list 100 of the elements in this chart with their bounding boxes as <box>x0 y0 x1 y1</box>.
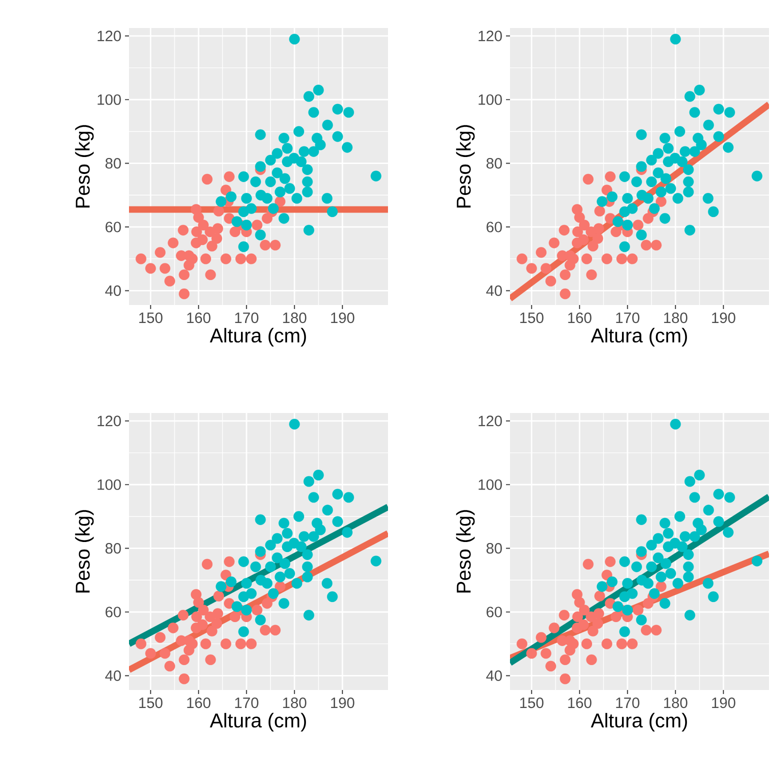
point <box>303 224 314 236</box>
point <box>703 504 714 516</box>
y-tick-label: 80 <box>486 158 502 169</box>
point <box>308 492 320 503</box>
y-tick-label: 60 <box>486 222 502 232</box>
point <box>216 196 226 207</box>
point <box>684 91 696 102</box>
point <box>606 191 618 202</box>
point <box>646 540 657 550</box>
point <box>190 589 202 600</box>
point <box>594 590 606 602</box>
point <box>238 171 249 182</box>
point <box>592 233 604 244</box>
point <box>516 253 528 264</box>
point <box>272 148 283 159</box>
point <box>689 531 700 542</box>
point <box>284 568 296 579</box>
point <box>724 107 736 118</box>
x-tick-label: 150 <box>520 312 544 324</box>
point <box>255 230 266 240</box>
point <box>646 154 657 166</box>
point <box>612 216 624 227</box>
point <box>197 619 208 630</box>
point <box>626 203 638 214</box>
point <box>674 511 686 522</box>
point <box>526 648 537 659</box>
point <box>255 546 266 557</box>
point <box>226 191 237 202</box>
point <box>683 572 694 582</box>
x-tick-label: 180 <box>283 698 306 708</box>
point <box>332 131 343 142</box>
point <box>713 488 724 500</box>
point <box>660 173 672 184</box>
point <box>327 591 338 602</box>
point <box>672 578 684 589</box>
point <box>586 226 596 238</box>
x-tick-label: 160 <box>568 312 592 324</box>
y-tick-label: 80 <box>106 543 121 554</box>
x-tick-label: 150 <box>139 698 162 708</box>
point <box>168 622 178 634</box>
point <box>703 120 714 130</box>
point <box>308 146 320 157</box>
point <box>168 238 178 248</box>
point <box>683 164 694 176</box>
point <box>722 142 734 153</box>
point <box>560 673 571 684</box>
point <box>302 186 313 198</box>
point <box>220 638 232 650</box>
point <box>226 576 237 588</box>
point <box>216 581 226 592</box>
point <box>343 492 354 503</box>
point <box>232 601 242 612</box>
point <box>280 558 290 569</box>
point <box>198 220 209 230</box>
point <box>752 556 762 566</box>
point <box>145 263 156 274</box>
point <box>578 604 590 616</box>
point <box>660 598 670 609</box>
x-axis-title: Altura (cm) <box>590 328 687 346</box>
y-tick-label: 60 <box>106 222 121 232</box>
point <box>265 154 276 166</box>
point <box>241 192 252 204</box>
point <box>724 492 736 503</box>
point <box>293 511 304 522</box>
point <box>270 624 281 636</box>
point <box>564 644 576 656</box>
point <box>246 203 257 214</box>
point <box>224 556 235 568</box>
point <box>545 276 556 286</box>
y-tick-label: 80 <box>486 543 502 554</box>
point <box>260 240 271 250</box>
point <box>278 598 290 609</box>
x-tick-label: 190 <box>331 698 354 708</box>
point <box>612 601 624 612</box>
point <box>343 107 354 118</box>
point <box>572 589 583 600</box>
x-tick-label: 180 <box>283 312 306 324</box>
point <box>332 104 343 115</box>
point <box>642 578 654 589</box>
point <box>145 648 156 659</box>
point <box>313 470 324 480</box>
point <box>713 516 724 527</box>
point <box>178 224 189 236</box>
point <box>636 230 647 240</box>
point <box>670 418 681 430</box>
point <box>536 632 547 643</box>
x-tick-label: 180 <box>664 312 688 324</box>
point <box>662 142 674 154</box>
point <box>619 241 630 252</box>
point <box>252 604 262 616</box>
point <box>602 253 612 264</box>
point <box>274 186 286 198</box>
point <box>178 610 189 621</box>
point <box>536 247 547 258</box>
point <box>370 556 382 566</box>
point <box>265 561 276 572</box>
point <box>252 220 262 230</box>
point <box>696 524 707 536</box>
point <box>652 552 664 564</box>
point <box>622 604 633 616</box>
